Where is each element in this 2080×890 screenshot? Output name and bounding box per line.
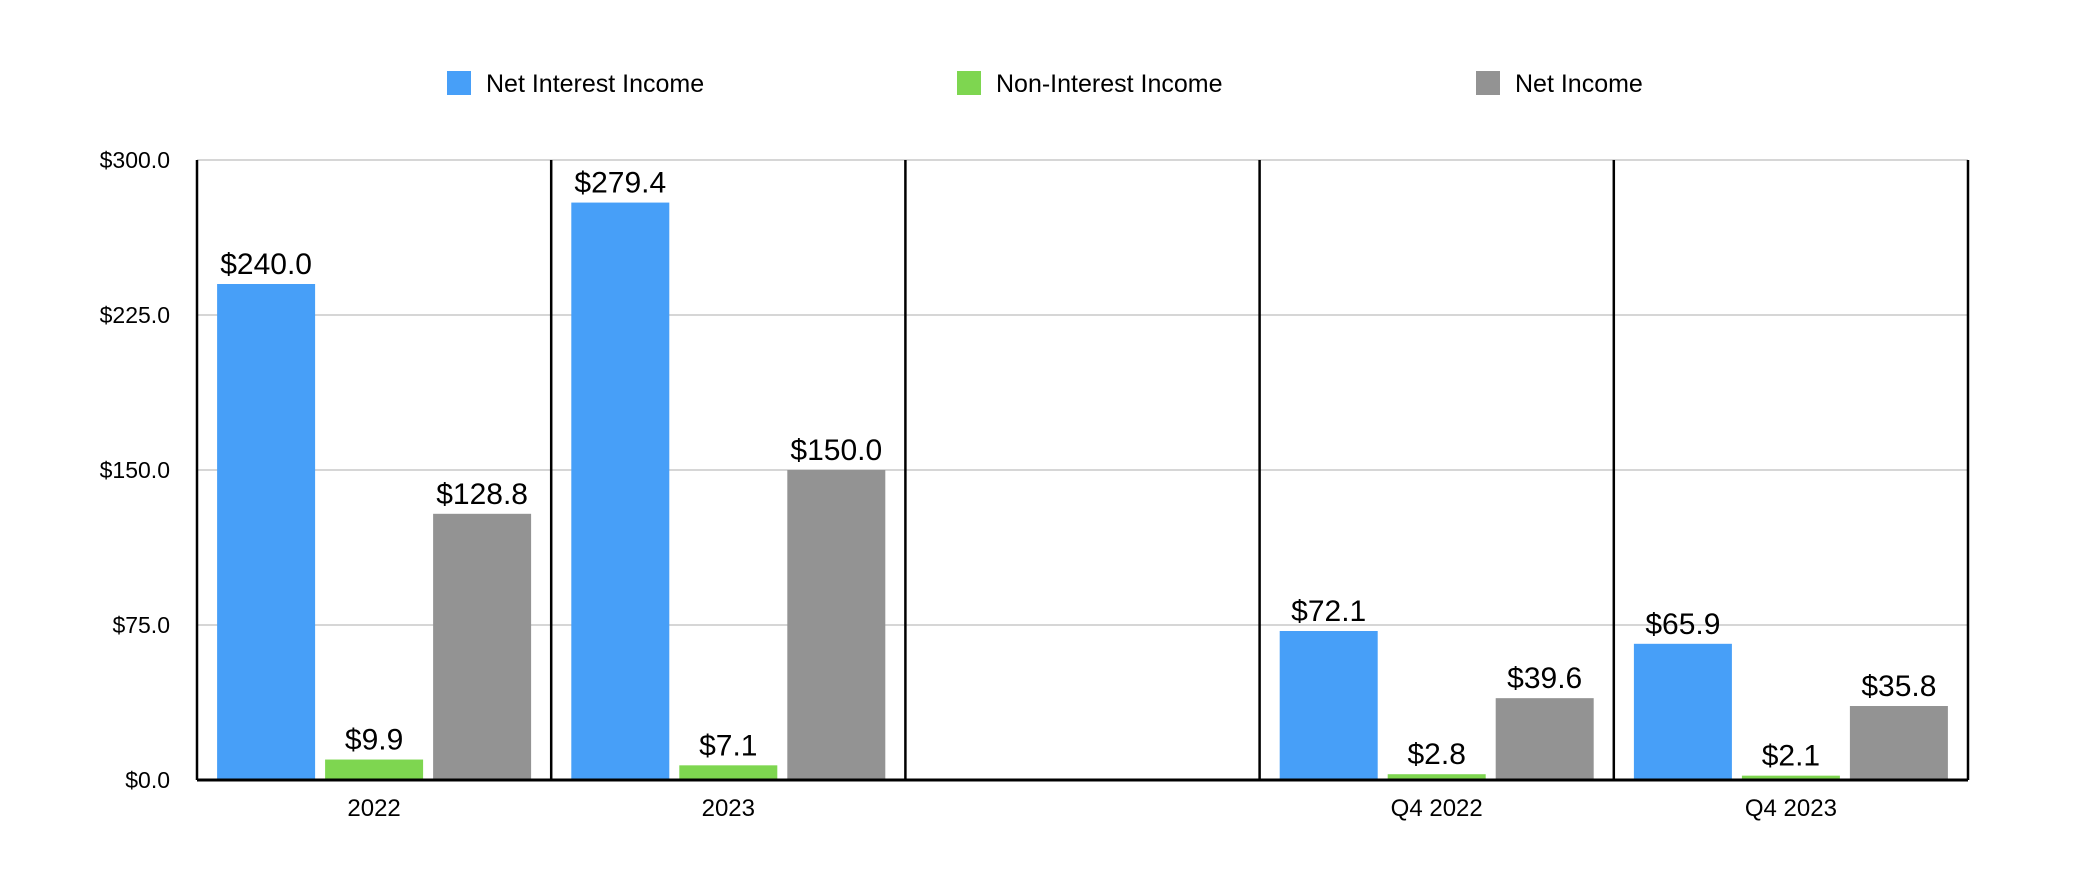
- data-label: $72.1: [1291, 595, 1366, 628]
- legend: Net Interest Income Non-Interest Income Ne…: [447, 70, 1643, 98]
- data-label: $7.1: [699, 729, 757, 762]
- y-tick-label: $0.0: [125, 767, 170, 793]
- y-tick-label: $75.0: [112, 612, 170, 638]
- bar: [787, 470, 886, 780]
- data-label: $35.8: [1861, 670, 1936, 703]
- x-tick-label: 2022: [347, 795, 400, 822]
- plot-frame: [195, 160, 1970, 782]
- x-tick-label: Q4 2022: [1391, 795, 1483, 822]
- y-tick-label: $300.0: [100, 147, 170, 173]
- legend-item: Non-Interest Income: [957, 70, 1223, 98]
- legend-swatch: [447, 71, 471, 95]
- x-tick-label: 2023: [702, 795, 755, 822]
- y-tick-label: $150.0: [100, 457, 170, 483]
- bar: [1741, 775, 1840, 780]
- gridlines: [197, 159, 1968, 626]
- legend-item: Net Interest Income: [447, 70, 704, 98]
- x-tick-label: Q4 2023: [1745, 795, 1837, 822]
- data-label: $65.9: [1645, 608, 1720, 641]
- bar: [217, 284, 316, 780]
- data-label: $150.0: [790, 434, 882, 467]
- legend-swatch: [1476, 71, 1500, 95]
- data-label: $39.6: [1507, 662, 1582, 695]
- bars: [217, 202, 1948, 780]
- bar: [433, 513, 532, 780]
- data-label: $2.8: [1408, 738, 1466, 771]
- bar: [1279, 630, 1378, 780]
- legend-label: Net Interest Income: [486, 70, 704, 98]
- x-axis: 2022 2023 Q4 2022 Q4 2023: [347, 795, 1837, 822]
- legend-swatch: [957, 71, 981, 95]
- bar: [1495, 698, 1594, 780]
- legend-label: Net Income: [1515, 70, 1643, 98]
- legend-item: Net Income: [1476, 70, 1643, 98]
- y-axis: $0.0 $75.0 $150.0 $225.0 $300.0: [100, 147, 170, 793]
- bar: [1633, 643, 1732, 780]
- y-tick-label: $225.0: [100, 302, 170, 328]
- bar: [571, 202, 670, 780]
- data-label: $240.0: [220, 248, 312, 281]
- data-label: $128.8: [436, 478, 528, 511]
- data-labels: $240.0 $9.9 $128.8 $279.4 $7.1 $150.0 $72.1 $2.…: [220, 167, 1936, 773]
- data-label: $2.1: [1762, 740, 1820, 773]
- bar: [325, 759, 424, 780]
- bar: [1849, 706, 1948, 780]
- data-label: $9.9: [345, 724, 403, 757]
- data-label: $279.4: [574, 167, 666, 200]
- bar: [679, 765, 778, 780]
- bar: [1387, 774, 1486, 780]
- legend-label: Non-Interest Income: [996, 70, 1223, 98]
